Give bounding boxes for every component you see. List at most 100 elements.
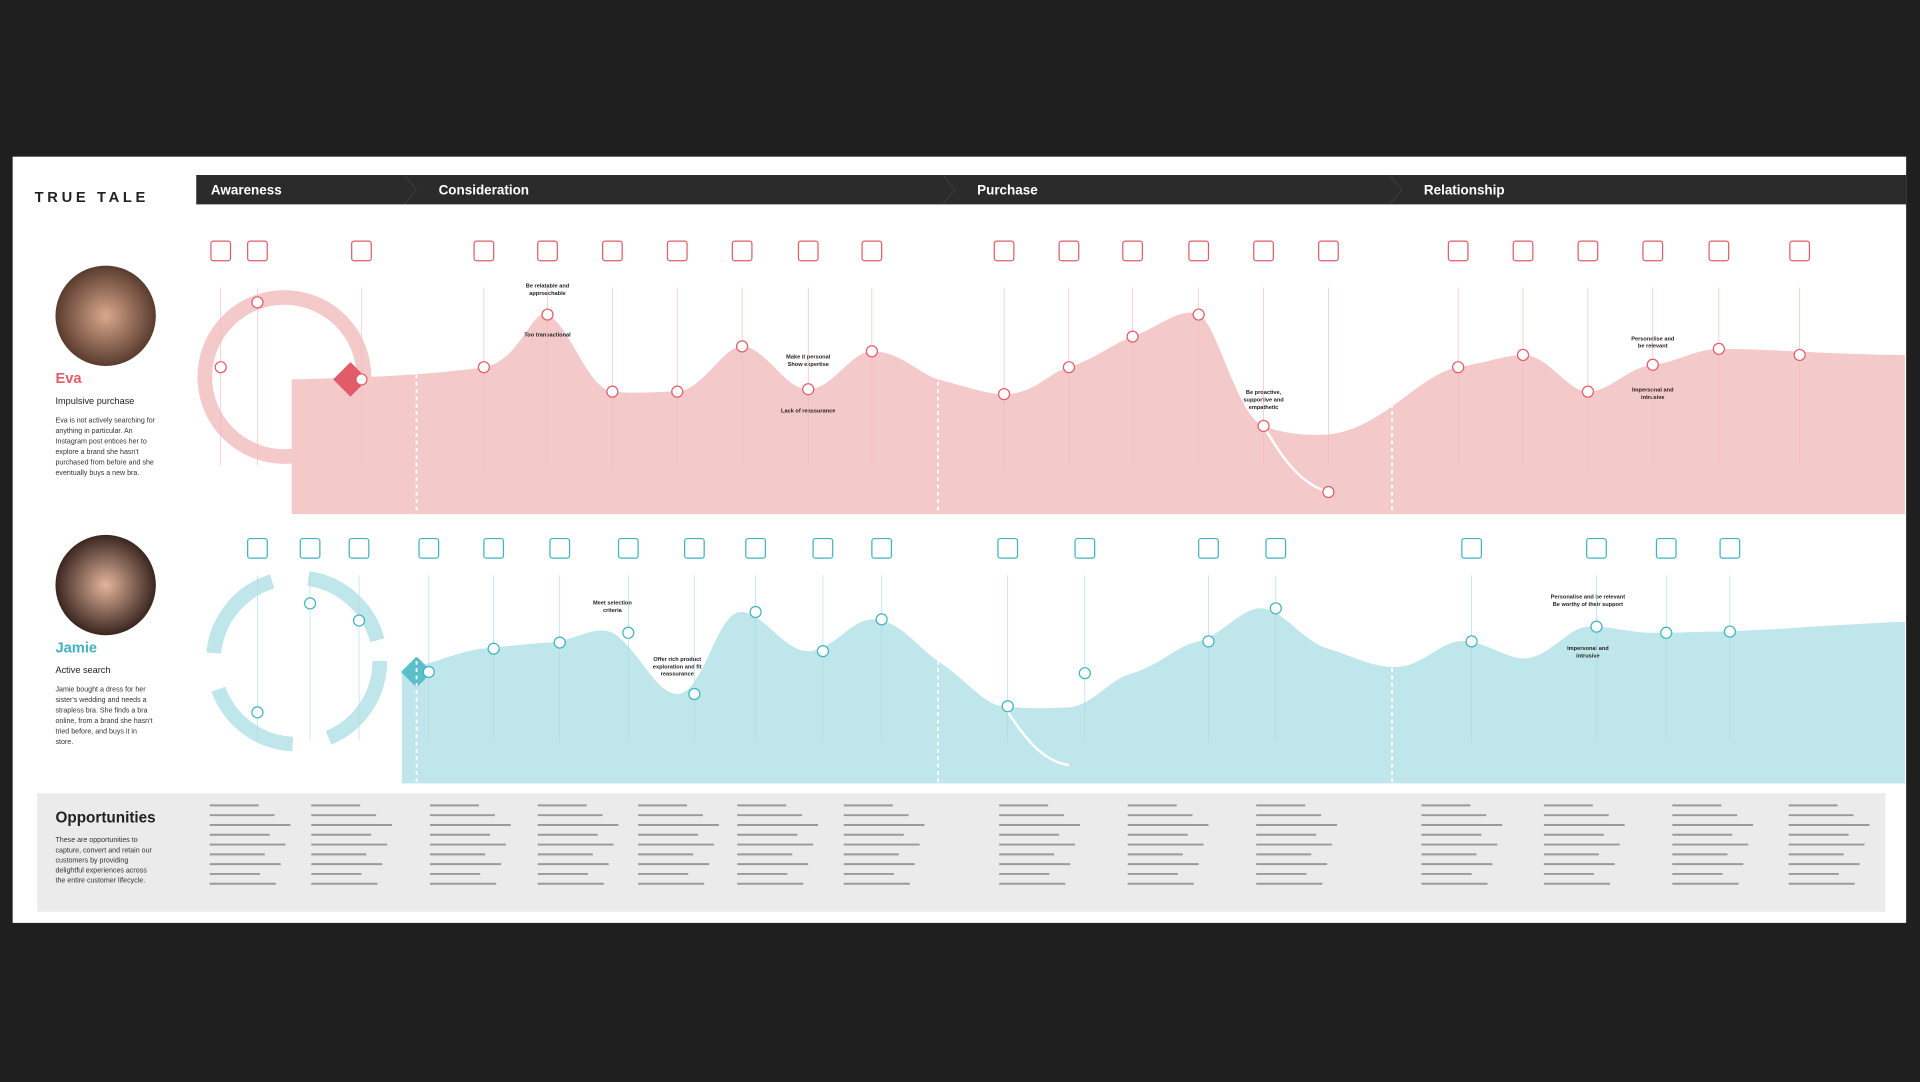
- touchpoint-icon: [601, 240, 623, 262]
- text-line: These are opportunities to: [55, 836, 137, 844]
- touchpoint-icon: [683, 537, 705, 559]
- emotion-face: [875, 613, 888, 626]
- jamie-dip: [1003, 705, 1070, 767]
- emotion-face: [422, 665, 435, 679]
- persona-subtitle: Active search: [55, 665, 110, 675]
- text-line: reassurance: [661, 672, 694, 678]
- emotion-face: [1192, 308, 1205, 321]
- phase-label: Awareness: [211, 183, 282, 198]
- text-line: strapless bra. She finds a bra: [55, 707, 147, 715]
- touchpoint-icon: [1188, 240, 1210, 262]
- text-line: Eva is not actively searching for: [55, 416, 155, 424]
- text-line: intrusive: [1576, 653, 1599, 659]
- text-line: Be relatable and: [526, 284, 570, 290]
- text-line: store.: [55, 738, 73, 746]
- text-line: Impersonal and: [1567, 646, 1609, 652]
- eva-cycle-node: [333, 362, 368, 397]
- text-line: Personalise and be relevant: [1551, 595, 1626, 601]
- emotion-face: [671, 385, 684, 398]
- touchpoint-icon: [1265, 537, 1287, 559]
- persona-name: Jamie: [55, 640, 97, 656]
- text-line: criteria: [603, 608, 623, 614]
- emotion-face: [622, 626, 635, 639]
- touchpoint-icon: [861, 240, 883, 262]
- touchpoint-icon: [247, 537, 268, 559]
- emotion-face: [816, 645, 830, 658]
- touchpoint-icon: [1447, 240, 1469, 262]
- touchpoint-icon: [1198, 537, 1219, 559]
- emotion-face: [1465, 635, 1478, 648]
- emotion-face: [1452, 361, 1465, 374]
- touchpoint-icon: [745, 537, 766, 559]
- touchpoint-icon: [299, 537, 321, 559]
- text-line: tried before, and buys it in: [55, 728, 137, 736]
- emotion-face: [477, 361, 490, 374]
- phase-label: Relationship: [1424, 183, 1505, 198]
- emotion-face: [214, 361, 227, 374]
- emotion-face: [251, 706, 264, 719]
- emotion-face: [1202, 635, 1215, 648]
- touchpoint-icon: [1122, 240, 1143, 262]
- emotion-face: [1078, 667, 1091, 680]
- touchpoint-icon: [537, 240, 558, 262]
- persona-subtitle: Impulsive purchase: [55, 396, 134, 406]
- emotion-face: [1257, 419, 1270, 433]
- phase-bar: [404, 175, 956, 205]
- phase-label: Consideration: [439, 183, 529, 198]
- emotion-face: [541, 308, 554, 321]
- touchpoint-icon: [1074, 537, 1096, 559]
- emotion-face: [1516, 348, 1530, 362]
- emotion-face: [1660, 626, 1673, 639]
- emotion-face: [1723, 625, 1737, 638]
- text-line: Instagram post entices her to: [55, 437, 146, 445]
- touchpoint-icon: [549, 537, 571, 559]
- touchpoint-icon: [348, 537, 370, 559]
- text-line: Meet selection: [593, 601, 632, 607]
- touchpoint-icon: [617, 537, 639, 559]
- eva-dip: [1262, 425, 1329, 494]
- text-line: delightful experiences across: [55, 867, 147, 875]
- touchpoint-icon: [1586, 537, 1607, 559]
- emotion-face: [1581, 385, 1595, 398]
- emotion-face: [355, 373, 368, 386]
- opportunities-title: Opportunities: [55, 810, 155, 827]
- text-line: Offer rich product: [653, 657, 701, 663]
- text-line: Jamie bought a dress for her: [55, 686, 146, 694]
- touchpoint-icon: [997, 537, 1019, 559]
- touchpoint-icon: [1708, 240, 1730, 262]
- emotion-face: [303, 597, 317, 610]
- emotion-face: [352, 614, 366, 627]
- touchpoint-icon: [483, 537, 505, 559]
- logo: TRUE TALE: [35, 190, 149, 206]
- text-line: purchased from before and she: [55, 458, 153, 466]
- touchpoint-icon: [666, 240, 688, 262]
- jamie-cycle: [206, 570, 388, 752]
- emotion-face: [1269, 602, 1282, 615]
- emotion-face: [865, 345, 878, 358]
- touchpoint-icon: [247, 240, 268, 262]
- text-line: anything in particular. An: [55, 427, 132, 435]
- emotion-face: [749, 605, 762, 619]
- touchpoint-icon: [1058, 240, 1080, 262]
- emotion-face: [736, 340, 749, 353]
- opportunities-box: [37, 793, 1886, 912]
- touchpoint-icon: [871, 537, 893, 559]
- touchpoint-icon: [993, 240, 1015, 262]
- touchpoint-icon: [797, 240, 819, 262]
- touchpoint-icon: [1318, 240, 1339, 262]
- emotion-face: [1126, 330, 1139, 343]
- text-line: exploration and fit: [653, 664, 702, 670]
- touchpoint-icon: [1642, 240, 1664, 262]
- emotion-face: [1793, 348, 1806, 362]
- text-line: eventually buys a new bra.: [55, 469, 139, 477]
- eva-emotion-area: [291, 312, 1905, 515]
- text-line: sister's wedding and needs a: [55, 696, 146, 704]
- phase-separators: [415, 367, 1393, 912]
- emotion-face: [487, 642, 500, 655]
- jamie-photo: [55, 534, 156, 636]
- touchpoint-icon: [1461, 537, 1483, 559]
- touchpoint-icon: [1719, 537, 1741, 559]
- touchpoint-icon: [1253, 240, 1274, 262]
- text-line: explore a brand she hasn't: [55, 448, 138, 456]
